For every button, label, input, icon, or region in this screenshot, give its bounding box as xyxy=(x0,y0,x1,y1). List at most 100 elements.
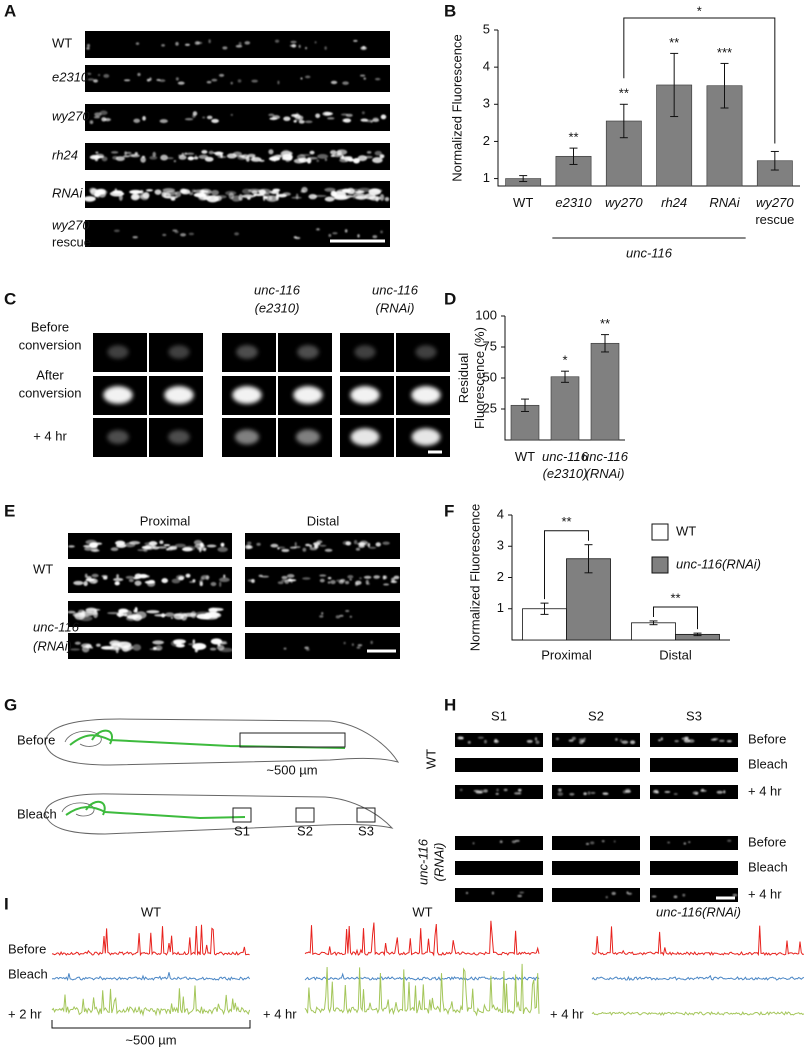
punctum xyxy=(499,840,503,844)
punctum xyxy=(273,155,276,161)
punctum xyxy=(688,841,691,844)
text-line: WT xyxy=(515,449,535,464)
punctum xyxy=(166,157,174,160)
punctum xyxy=(194,41,200,45)
punctum xyxy=(370,640,373,645)
punctum xyxy=(173,613,182,616)
punctum xyxy=(342,81,349,85)
punctum xyxy=(130,193,140,201)
y-tick-label: 50 xyxy=(483,369,497,384)
punctum xyxy=(315,228,321,231)
punctum xyxy=(344,229,348,233)
signal xyxy=(350,386,380,404)
panel-letter: E xyxy=(4,501,15,520)
punctum xyxy=(304,46,308,50)
column-label: (e2310) xyxy=(255,300,300,315)
punctum xyxy=(265,195,279,202)
comparison-bracket xyxy=(623,17,776,144)
y-tick-label: 3 xyxy=(497,538,504,553)
trace xyxy=(304,972,540,981)
punctum xyxy=(347,574,354,579)
puncta xyxy=(89,110,387,125)
punctum xyxy=(716,790,723,794)
punctum xyxy=(302,577,311,580)
punctum xyxy=(230,113,234,116)
punctum xyxy=(209,647,217,651)
punctum xyxy=(161,44,165,47)
punctum xyxy=(281,149,290,156)
punctum xyxy=(145,189,153,192)
axis xyxy=(497,30,800,187)
scale-label: ~500 µm xyxy=(125,1032,176,1047)
punctum xyxy=(271,190,277,194)
punctum xyxy=(284,579,290,584)
punctum xyxy=(235,44,243,48)
punctum xyxy=(517,894,522,898)
punctum xyxy=(184,43,190,47)
punctum xyxy=(192,639,196,644)
punctum xyxy=(95,151,99,154)
punctum xyxy=(688,739,695,743)
punctum xyxy=(228,192,235,200)
punctum xyxy=(719,739,725,743)
legend-label: WT xyxy=(676,523,696,538)
column-label: Proximal xyxy=(140,513,191,528)
punctum xyxy=(125,151,132,154)
punctum xyxy=(234,232,240,236)
punctum xyxy=(514,839,520,843)
row-label: Bleach xyxy=(17,806,57,821)
punctum xyxy=(86,47,90,50)
punctum xyxy=(212,151,224,155)
punctum xyxy=(345,609,350,613)
punctum xyxy=(285,160,290,163)
punctum xyxy=(375,542,381,547)
punctum xyxy=(129,189,142,195)
punctum xyxy=(306,157,312,164)
punctum xyxy=(324,548,333,552)
punctum xyxy=(252,155,255,160)
punctum xyxy=(360,74,366,77)
punctum xyxy=(90,549,100,552)
punctum xyxy=(156,78,161,82)
panel-letter: G xyxy=(4,695,17,714)
bar xyxy=(590,342,620,441)
punctum xyxy=(651,895,657,898)
y-tick-label: 25 xyxy=(483,400,497,415)
punctum xyxy=(178,154,183,157)
punctum xyxy=(355,547,361,551)
worm-before xyxy=(44,718,400,766)
punctum xyxy=(159,79,166,83)
punctum xyxy=(727,839,732,843)
punctum xyxy=(175,191,182,198)
punctum xyxy=(175,41,179,46)
x-tick-label: wy270 xyxy=(605,195,643,210)
punctum xyxy=(319,574,327,577)
region-label: S1 xyxy=(234,823,250,838)
row-label: (RNAi) xyxy=(33,638,72,653)
trace xyxy=(304,920,540,957)
signal xyxy=(293,386,323,404)
row-label: + 2 hr xyxy=(8,1006,42,1021)
punctum xyxy=(121,192,125,195)
punctum xyxy=(217,155,227,159)
legend-label: unc-116(RNAi) xyxy=(676,556,761,571)
punctum xyxy=(290,579,293,583)
punctum xyxy=(276,192,280,199)
text-line: e2310 xyxy=(555,195,592,210)
punctum xyxy=(619,739,623,743)
trace xyxy=(51,972,251,982)
punctum xyxy=(230,81,233,85)
punctum xyxy=(137,548,148,552)
punctum xyxy=(569,792,575,796)
punctum xyxy=(101,574,108,578)
comparison-bracket xyxy=(653,606,698,630)
punctum xyxy=(180,233,187,237)
punctum xyxy=(472,842,475,845)
punctum xyxy=(211,78,218,82)
punctum xyxy=(602,792,609,795)
punctum xyxy=(667,841,671,844)
signal xyxy=(296,429,320,445)
punctum xyxy=(277,80,280,85)
text-line: WT xyxy=(513,195,533,210)
punctum xyxy=(183,545,196,551)
